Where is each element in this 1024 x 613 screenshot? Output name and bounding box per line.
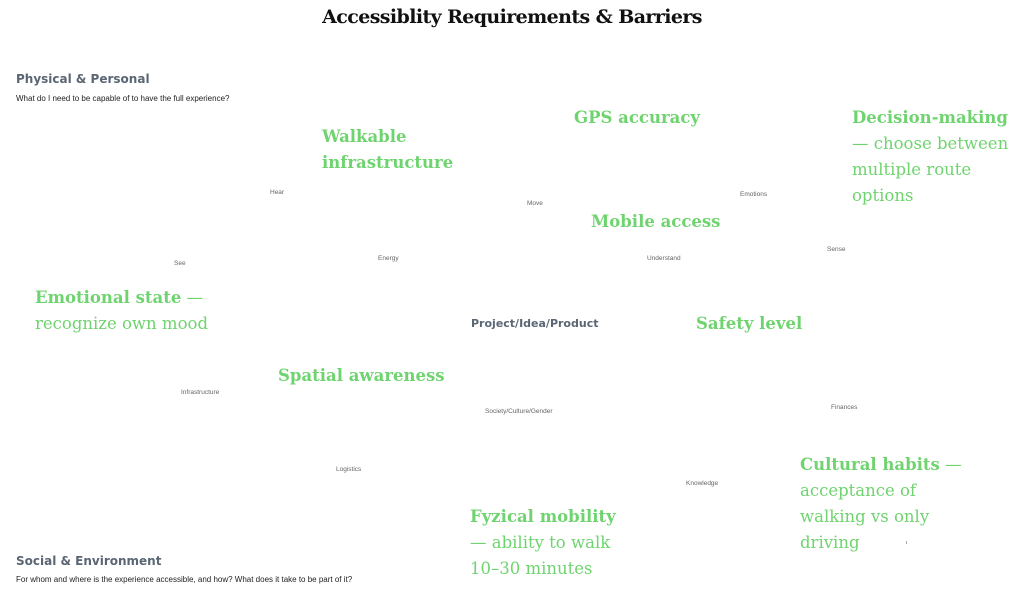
note-emotional-text: — recognize own mood: [35, 288, 209, 333]
dimension-emotions: Emotions: [740, 191, 768, 198]
note-cultural-title: Cultural habits: [800, 455, 940, 474]
note-walkable-infrastructure: Walkable infrastructure: [322, 124, 482, 176]
dimension-finances: Finances: [831, 404, 858, 411]
note-decision-title: Decision-making: [852, 108, 1008, 127]
note-safety-title: Safety level: [696, 314, 803, 333]
note-cultural-text: — acceptance of walking vs only driving: [800, 455, 962, 552]
note-safety-level: Safety level: [696, 311, 802, 337]
note-mobile-access: Mobile access: [591, 209, 720, 235]
dimension-move: Move: [527, 200, 543, 207]
note-spatial-title: Spatial awareness: [278, 366, 445, 385]
note-walkable-title: Walkable infrastructure: [322, 127, 454, 172]
dimension-infrastructure: Infrastructure: [181, 389, 220, 396]
social-environment-question: For whom and where is the experience acc…: [16, 575, 353, 584]
page-title: Accessiblity Requirements & Barriers: [322, 6, 702, 28]
dimension-understand: Understand: [647, 255, 681, 262]
physical-personal-question: What do I need to be capable of to have …: [16, 94, 230, 103]
dimension-sense: Sense: [827, 246, 846, 253]
note-fyzical-title: Fyzical mobility: [470, 507, 616, 526]
social-environment-heading: Social & Environment: [16, 554, 162, 568]
note-decision-text: — choose between multiple route options: [852, 134, 1009, 205]
dimension-knowledge: Knowledge: [686, 480, 719, 487]
dimension-energy: Energy: [378, 255, 399, 262]
dimension-hear: Hear: [270, 189, 285, 196]
note-gps-accuracy: GPS accuracy: [574, 105, 700, 131]
dimension-logistics: Logistics: [336, 466, 362, 473]
note-decision-making: Decision-making — choose between multipl…: [852, 105, 1020, 209]
note-cultural-habits: Cultural habits — acceptance of walking …: [800, 452, 965, 556]
dimension-society: Society/Culture/Gender: [485, 408, 553, 415]
note-fyzical-text: — ability to walk 10–30 minutes: [470, 533, 611, 578]
note-emotional-title: Emotional state: [35, 288, 182, 307]
note-fyzical-mobility: Fyzical mobility — ability to walk 10–30…: [470, 504, 630, 582]
note-mobile-title: Mobile access: [591, 212, 721, 231]
note-emotional-state: Emotional state — recognize own mood: [35, 285, 210, 337]
note-spatial-awareness: Spatial awareness: [278, 363, 445, 389]
physical-personal-heading: Physical & Personal: [16, 72, 150, 86]
stray-mark: [906, 541, 907, 544]
note-gps-title: GPS accuracy: [574, 108, 700, 127]
dimension-see: See: [174, 260, 186, 267]
center-label: Project/Idea/Product: [471, 317, 599, 330]
